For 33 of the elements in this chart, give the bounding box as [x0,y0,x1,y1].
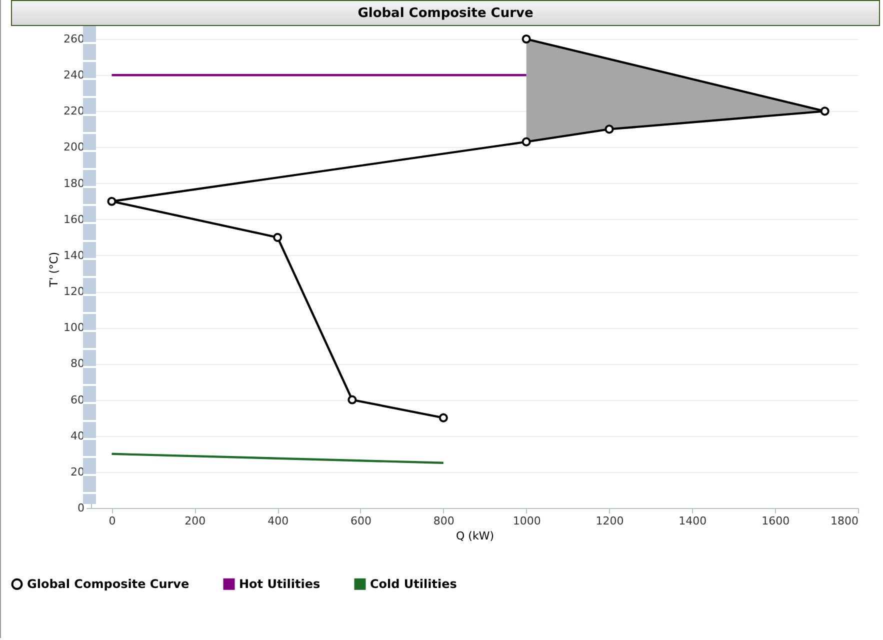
point [438,413,448,422]
point [348,395,357,404]
x-tick-label: 1000 [512,514,541,528]
legend-label: Hot Utilities [239,577,320,592]
x-tick-label: 600 [350,514,372,528]
x-tick-label: 400 [268,514,289,528]
y-tick-label: 0 [78,502,84,514]
x-tick-label: 1200 [596,514,624,528]
point [107,196,116,206]
x-tick-label: 1400 [678,514,707,528]
legend-label: Cold Utilities [370,577,457,592]
y-tick-label: 240 [64,68,84,82]
legend-label: Global Composite Curve [27,577,190,592]
y-tick-label: 100 [64,321,84,334]
y-tick-label: 160 [64,212,84,226]
x-axis-title: Q (kW) [456,530,494,542]
point [820,106,830,116]
point [522,137,531,146]
x-tick-label: 800 [433,514,454,528]
y-tick-label: 260 [64,32,84,46]
x-tick-label: 0 [108,514,116,528]
y-tick-label: 220 [64,104,84,118]
y-tick-label: 120 [64,285,84,298]
point [273,232,282,242]
point [604,124,614,134]
point [522,34,531,44]
y-axis-title: T' (°C) [48,252,61,288]
x-tick-label: 200 [184,514,206,528]
x-tick-label: 1800 [830,514,858,528]
chart-title: Global Composite Curve [11,0,880,26]
x-tick-label: 1600 [762,514,790,528]
y-tick-label: 180 [64,176,84,190]
y-tick-label: 200 [64,140,84,154]
